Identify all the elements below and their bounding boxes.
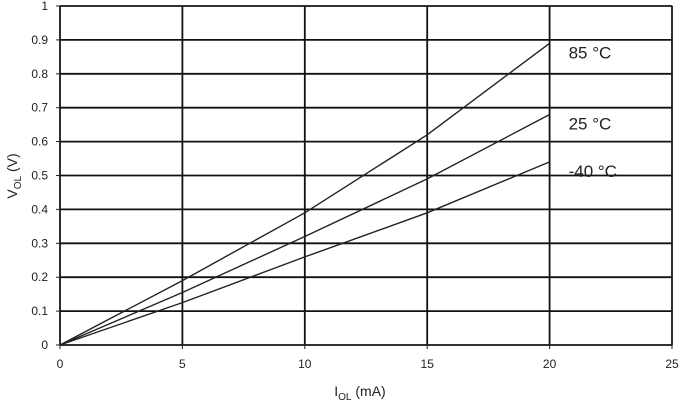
- y-tick-label: 0.2: [31, 270, 48, 284]
- y-axis-title-sub: OL: [13, 176, 24, 190]
- series-line: [59, 42, 551, 346]
- series-label: 85 °C: [569, 43, 612, 62]
- x-axis-title: IOL (mA): [334, 383, 385, 403]
- y-tick-label: 1: [41, 0, 48, 13]
- x-tick-label: 20: [543, 357, 557, 371]
- y-tick-label: 0.9: [31, 33, 48, 47]
- y-tick-label: 0.3: [31, 236, 48, 250]
- y-tick-label: 0.6: [31, 135, 48, 149]
- y-tick-label: 0.1: [31, 304, 48, 318]
- series-labels: 85 °C 25 °C -40 °C: [569, 43, 617, 181]
- x-tick-labels: 0 5 10 15 20 25: [57, 345, 679, 371]
- y-tick-label: 0: [41, 338, 48, 352]
- x-tick-label: 10: [298, 357, 312, 371]
- y-tick-label: 0.5: [31, 169, 48, 183]
- y-tick-label: 0.8: [31, 67, 48, 81]
- x-axis-title-main: I: [334, 383, 338, 399]
- x-tick-label: 5: [179, 357, 186, 371]
- series-label: -40 °C: [569, 162, 617, 181]
- x-tick-label: 25: [665, 357, 679, 371]
- y-axis-title-main: V: [4, 189, 20, 199]
- series-label: 25 °C: [569, 114, 612, 133]
- x-axis-title-unit: (mA): [352, 383, 386, 399]
- x-tick-label: 0: [57, 357, 64, 371]
- y-tick-label: 0.4: [31, 202, 48, 216]
- x-tick-label: 15: [421, 357, 435, 371]
- series-lines: [59, 42, 551, 346]
- x-axis-title-sub: OL: [338, 392, 352, 403]
- y-axis-title-unit: (V): [4, 153, 20, 176]
- y-tick-labels: 0 0.1 0.2 0.3 0.4 0.5 0.6 0.7 0.8 0.9 1: [31, 0, 60, 352]
- y-tick-label: 0.7: [31, 101, 48, 115]
- y-axis-title: VOL (V): [4, 153, 24, 198]
- series-line: [59, 113, 550, 346]
- series-line: [59, 161, 550, 346]
